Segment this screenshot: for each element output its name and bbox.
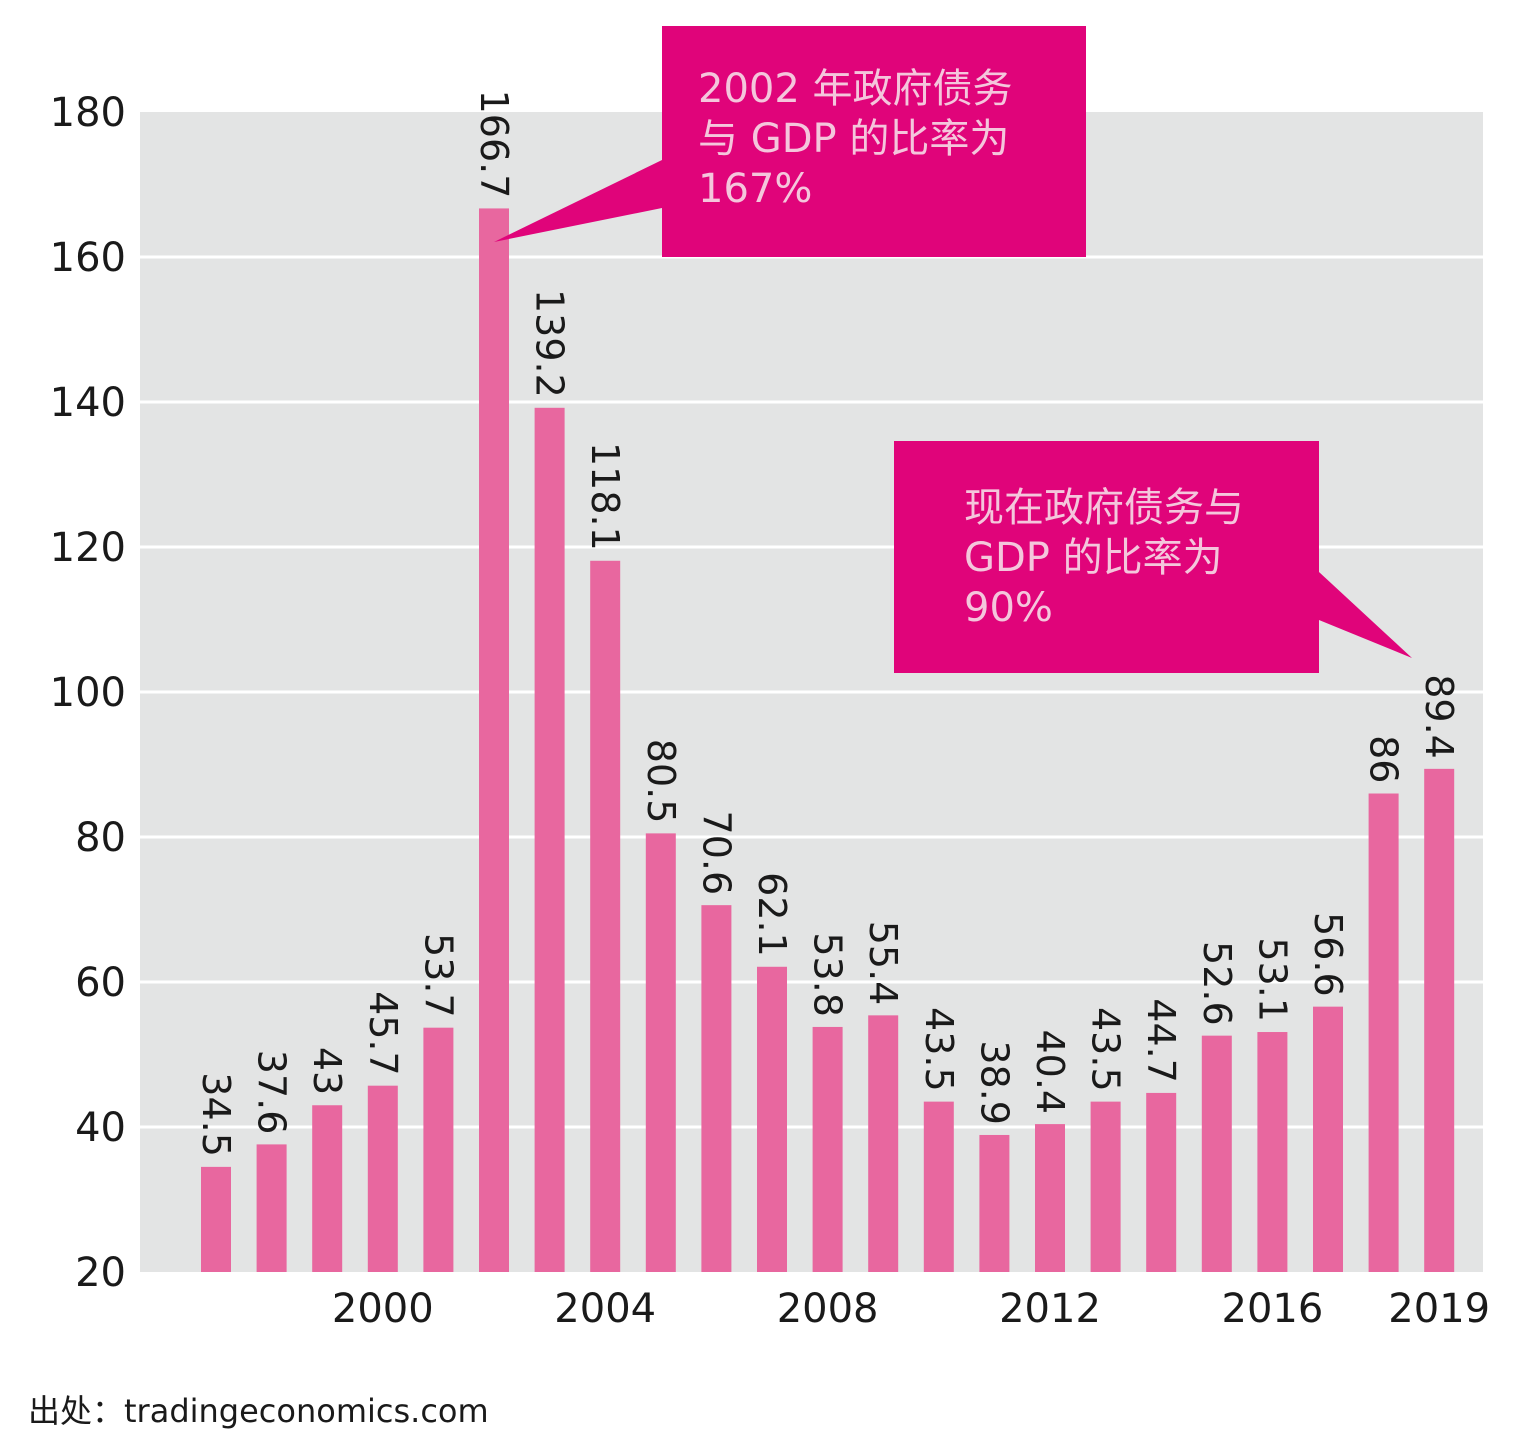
annotation-line: 90%: [964, 585, 1053, 631]
bar: [1368, 793, 1399, 1272]
bar-value-label: 53.1: [1250, 937, 1294, 1022]
bar: [701, 905, 732, 1272]
y-tick-label: 140: [50, 380, 126, 426]
x-tick-label: 2004: [554, 1286, 656, 1332]
bar-value-label: 44.7: [1139, 998, 1183, 1083]
callout-pointer-2002: [494, 160, 662, 242]
annotation-2002-callout: 2002 年政府债务 与 GDP 的比率为 167%: [662, 26, 1086, 257]
x-tick-label: 2019: [1388, 1286, 1490, 1332]
annotation-line: 现在政府债务与: [964, 485, 1244, 531]
bar-value-label: 55.4: [861, 921, 905, 1006]
bar: [1313, 1006, 1343, 1272]
bar-value-label: 86: [1362, 735, 1406, 783]
bar: [979, 1134, 1010, 1272]
bar-value-label: 43: [305, 1047, 349, 1095]
bar-value-label: 139.2: [528, 289, 572, 398]
annotation-2019-callout: 现在政府债务与 GDP 的比率为 90%: [894, 441, 1319, 673]
y-tick-label: 160: [50, 235, 126, 281]
bar-value-label: 80.5: [639, 739, 683, 824]
bar-value-label: 52.6: [1195, 941, 1239, 1026]
bar: [367, 1085, 398, 1272]
bar-value-label: 56.6: [1306, 912, 1350, 997]
bar-value-label: 53.7: [416, 933, 460, 1018]
bar-value-label: 37.6: [250, 1050, 294, 1135]
bar-value-label: 62.1: [750, 872, 794, 957]
bar: [868, 1015, 899, 1272]
bar: [1090, 1101, 1121, 1272]
bar-value-label: 38.9: [972, 1040, 1016, 1125]
bar: [201, 1166, 231, 1272]
x-tick-label: 2012: [999, 1286, 1101, 1332]
bar-value-label: 40.4: [1028, 1029, 1072, 1114]
bar: [645, 833, 676, 1272]
y-tick-label: 180: [50, 90, 126, 136]
bar: [590, 560, 621, 1272]
bar-value-label: 34.5: [194, 1072, 238, 1157]
source-credit: 出处：tradingeconomics.com: [28, 1392, 489, 1430]
bar: [423, 1027, 454, 1272]
callout-pointer-2019: [1319, 572, 1412, 658]
bar-value-label: 166.7: [472, 90, 516, 199]
bar: [1146, 1092, 1177, 1272]
bar: [1424, 768, 1455, 1272]
bar-value-label: 43.5: [917, 1007, 961, 1092]
bar-value-label: 45.7: [361, 991, 405, 1076]
y-tick-label: 20: [75, 1250, 126, 1296]
bar: [1201, 1035, 1232, 1272]
annotation-line: 与 GDP 的比率为: [698, 116, 1010, 162]
bar: [534, 407, 565, 1272]
annotation-line: 2002 年政府债务: [698, 66, 1013, 112]
y-tick-label: 80: [75, 815, 126, 861]
bar: [1257, 1032, 1288, 1272]
bar: [256, 1144, 287, 1272]
bar-value-label: 89.4: [1417, 674, 1461, 759]
x-tick-label: 2000: [332, 1286, 434, 1332]
bar: [812, 1026, 843, 1272]
annotation-line: 167%: [698, 166, 813, 212]
y-tick-label: 60: [75, 960, 126, 1006]
bars: [201, 208, 1455, 1272]
x-tick-label: 2008: [777, 1286, 879, 1332]
bar: [312, 1105, 343, 1272]
bar: [479, 208, 509, 1272]
x-axis-ticks: 2000 2004 2008 2012 2016 2019: [332, 1286, 1490, 1332]
bar: [923, 1101, 954, 1272]
bar-value-label: 70.6: [694, 811, 738, 896]
y-axis-ticks: 20 40 60 80 100 120 140 160 180: [50, 90, 126, 1296]
y-tick-label: 40: [75, 1105, 126, 1151]
bar-value-label: 53.8: [806, 932, 850, 1017]
bar: [1035, 1124, 1065, 1272]
bar: [757, 966, 787, 1272]
annotation-line: GDP 的比率为: [964, 535, 1223, 581]
x-tick-label: 2016: [1222, 1286, 1324, 1332]
y-tick-label: 100: [50, 670, 126, 716]
gridlines: [140, 255, 1483, 1129]
bar-value-label: 43.5: [1084, 1007, 1128, 1092]
bar-value-label: 118.1: [583, 442, 627, 551]
y-tick-label: 120: [50, 525, 126, 571]
